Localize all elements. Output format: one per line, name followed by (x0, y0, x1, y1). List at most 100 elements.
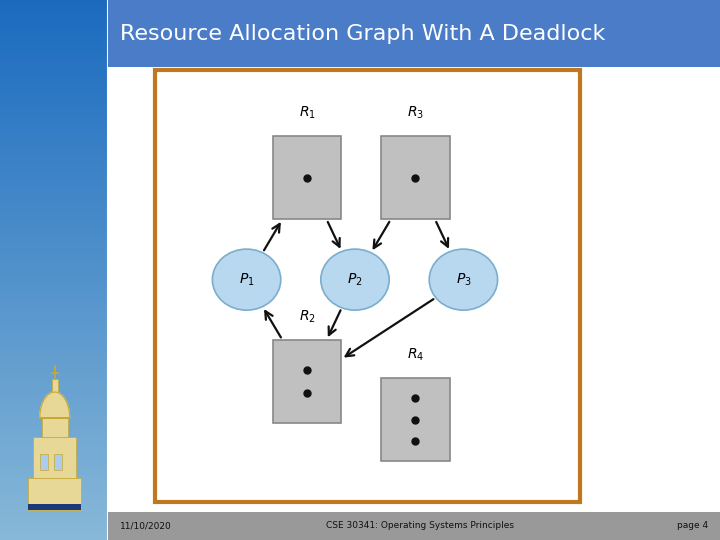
Bar (0, 470, 108, 475)
Bar (0, 238, 108, 243)
Bar (0, 275, 108, 281)
Bar (0, 92, 108, 97)
Bar (0, 535, 108, 540)
Bar (0, 416, 108, 421)
Bar (0, 286, 108, 292)
Bar (52, 379, 58, 392)
Text: $R_3$: $R_3$ (407, 105, 424, 122)
Bar (0, 524, 108, 529)
Bar (108, 0, 720, 67)
Bar (0, 32, 108, 38)
Text: $R_2$: $R_2$ (299, 308, 315, 325)
Bar (0, 400, 108, 405)
Text: page 4: page 4 (677, 522, 708, 530)
Bar (0, 5, 108, 11)
Bar (0, 437, 108, 443)
Text: $P_2$: $P_2$ (347, 272, 363, 288)
Bar (0, 351, 108, 356)
Bar (0, 346, 108, 351)
Text: 11/10/2020: 11/10/2020 (120, 522, 172, 530)
Bar (0, 81, 108, 86)
Bar (0, 405, 108, 410)
Bar (0, 502, 108, 508)
Bar (0, 518, 108, 524)
Bar (0, 194, 108, 200)
Bar (0, 308, 108, 313)
Text: $P_1$: $P_1$ (239, 272, 254, 288)
Bar (0, 178, 108, 184)
Bar (0, 270, 108, 275)
Bar (155, 70, 580, 502)
Bar (40, 454, 48, 470)
Bar (0, 389, 108, 394)
Bar (0, 324, 108, 329)
Bar (0, 362, 108, 367)
Polygon shape (40, 392, 70, 418)
Bar (28, 478, 81, 510)
Bar (0, 76, 108, 81)
Bar (0, 394, 108, 400)
Bar (54, 454, 62, 470)
Bar (0, 22, 108, 27)
Bar (0, 481, 108, 486)
Bar (0, 146, 108, 151)
Bar (0, 378, 108, 383)
Bar (0, 302, 108, 308)
Bar (0, 508, 108, 513)
Bar (0, 140, 108, 146)
Bar (0, 59, 108, 65)
Bar (0, 119, 108, 124)
Bar (0, 167, 108, 173)
Bar (0, 313, 108, 319)
Bar (0, 254, 108, 259)
Bar (0, 130, 108, 135)
Bar (0, 243, 108, 248)
Bar (0, 259, 108, 265)
Bar (0, 49, 108, 54)
Text: CSE 30341: Operating Systems Principles: CSE 30341: Operating Systems Principles (326, 522, 514, 530)
Bar (0, 70, 108, 76)
Bar (0, 227, 108, 232)
Bar (0, 0, 108, 5)
Bar (33, 437, 76, 478)
Bar (382, 136, 450, 219)
Text: $R_4$: $R_4$ (407, 347, 424, 363)
Bar (0, 124, 108, 130)
Bar (0, 356, 108, 362)
Bar (0, 367, 108, 373)
Bar (0, 529, 108, 535)
Bar (0, 97, 108, 103)
Bar (0, 173, 108, 178)
Bar (0, 108, 108, 113)
Bar (0, 162, 108, 167)
Bar (108, 512, 720, 540)
Text: $R_1$: $R_1$ (299, 105, 315, 122)
Bar (0, 513, 108, 518)
Bar (0, 427, 108, 432)
Bar (0, 265, 108, 270)
Bar (0, 491, 108, 497)
Text: $P_3$: $P_3$ (456, 272, 472, 288)
Text: Resource Allocation Graph With A Deadlock: Resource Allocation Graph With A Deadloc… (120, 24, 606, 44)
Bar (0, 475, 108, 481)
Bar (0, 54, 108, 59)
Bar (0, 135, 108, 140)
Bar (273, 340, 341, 423)
Bar (0, 205, 108, 211)
Ellipse shape (212, 249, 281, 310)
Bar (0, 432, 108, 437)
Bar (0, 43, 108, 49)
Bar (0, 27, 108, 32)
Bar (28, 504, 81, 510)
Bar (42, 418, 68, 437)
Bar (0, 189, 108, 194)
Bar (0, 340, 108, 346)
Bar (0, 221, 108, 227)
Bar (0, 383, 108, 389)
Bar (0, 200, 108, 205)
Bar (0, 232, 108, 238)
Ellipse shape (429, 249, 498, 310)
Bar (0, 454, 108, 459)
Bar (0, 486, 108, 491)
Bar (0, 216, 108, 221)
